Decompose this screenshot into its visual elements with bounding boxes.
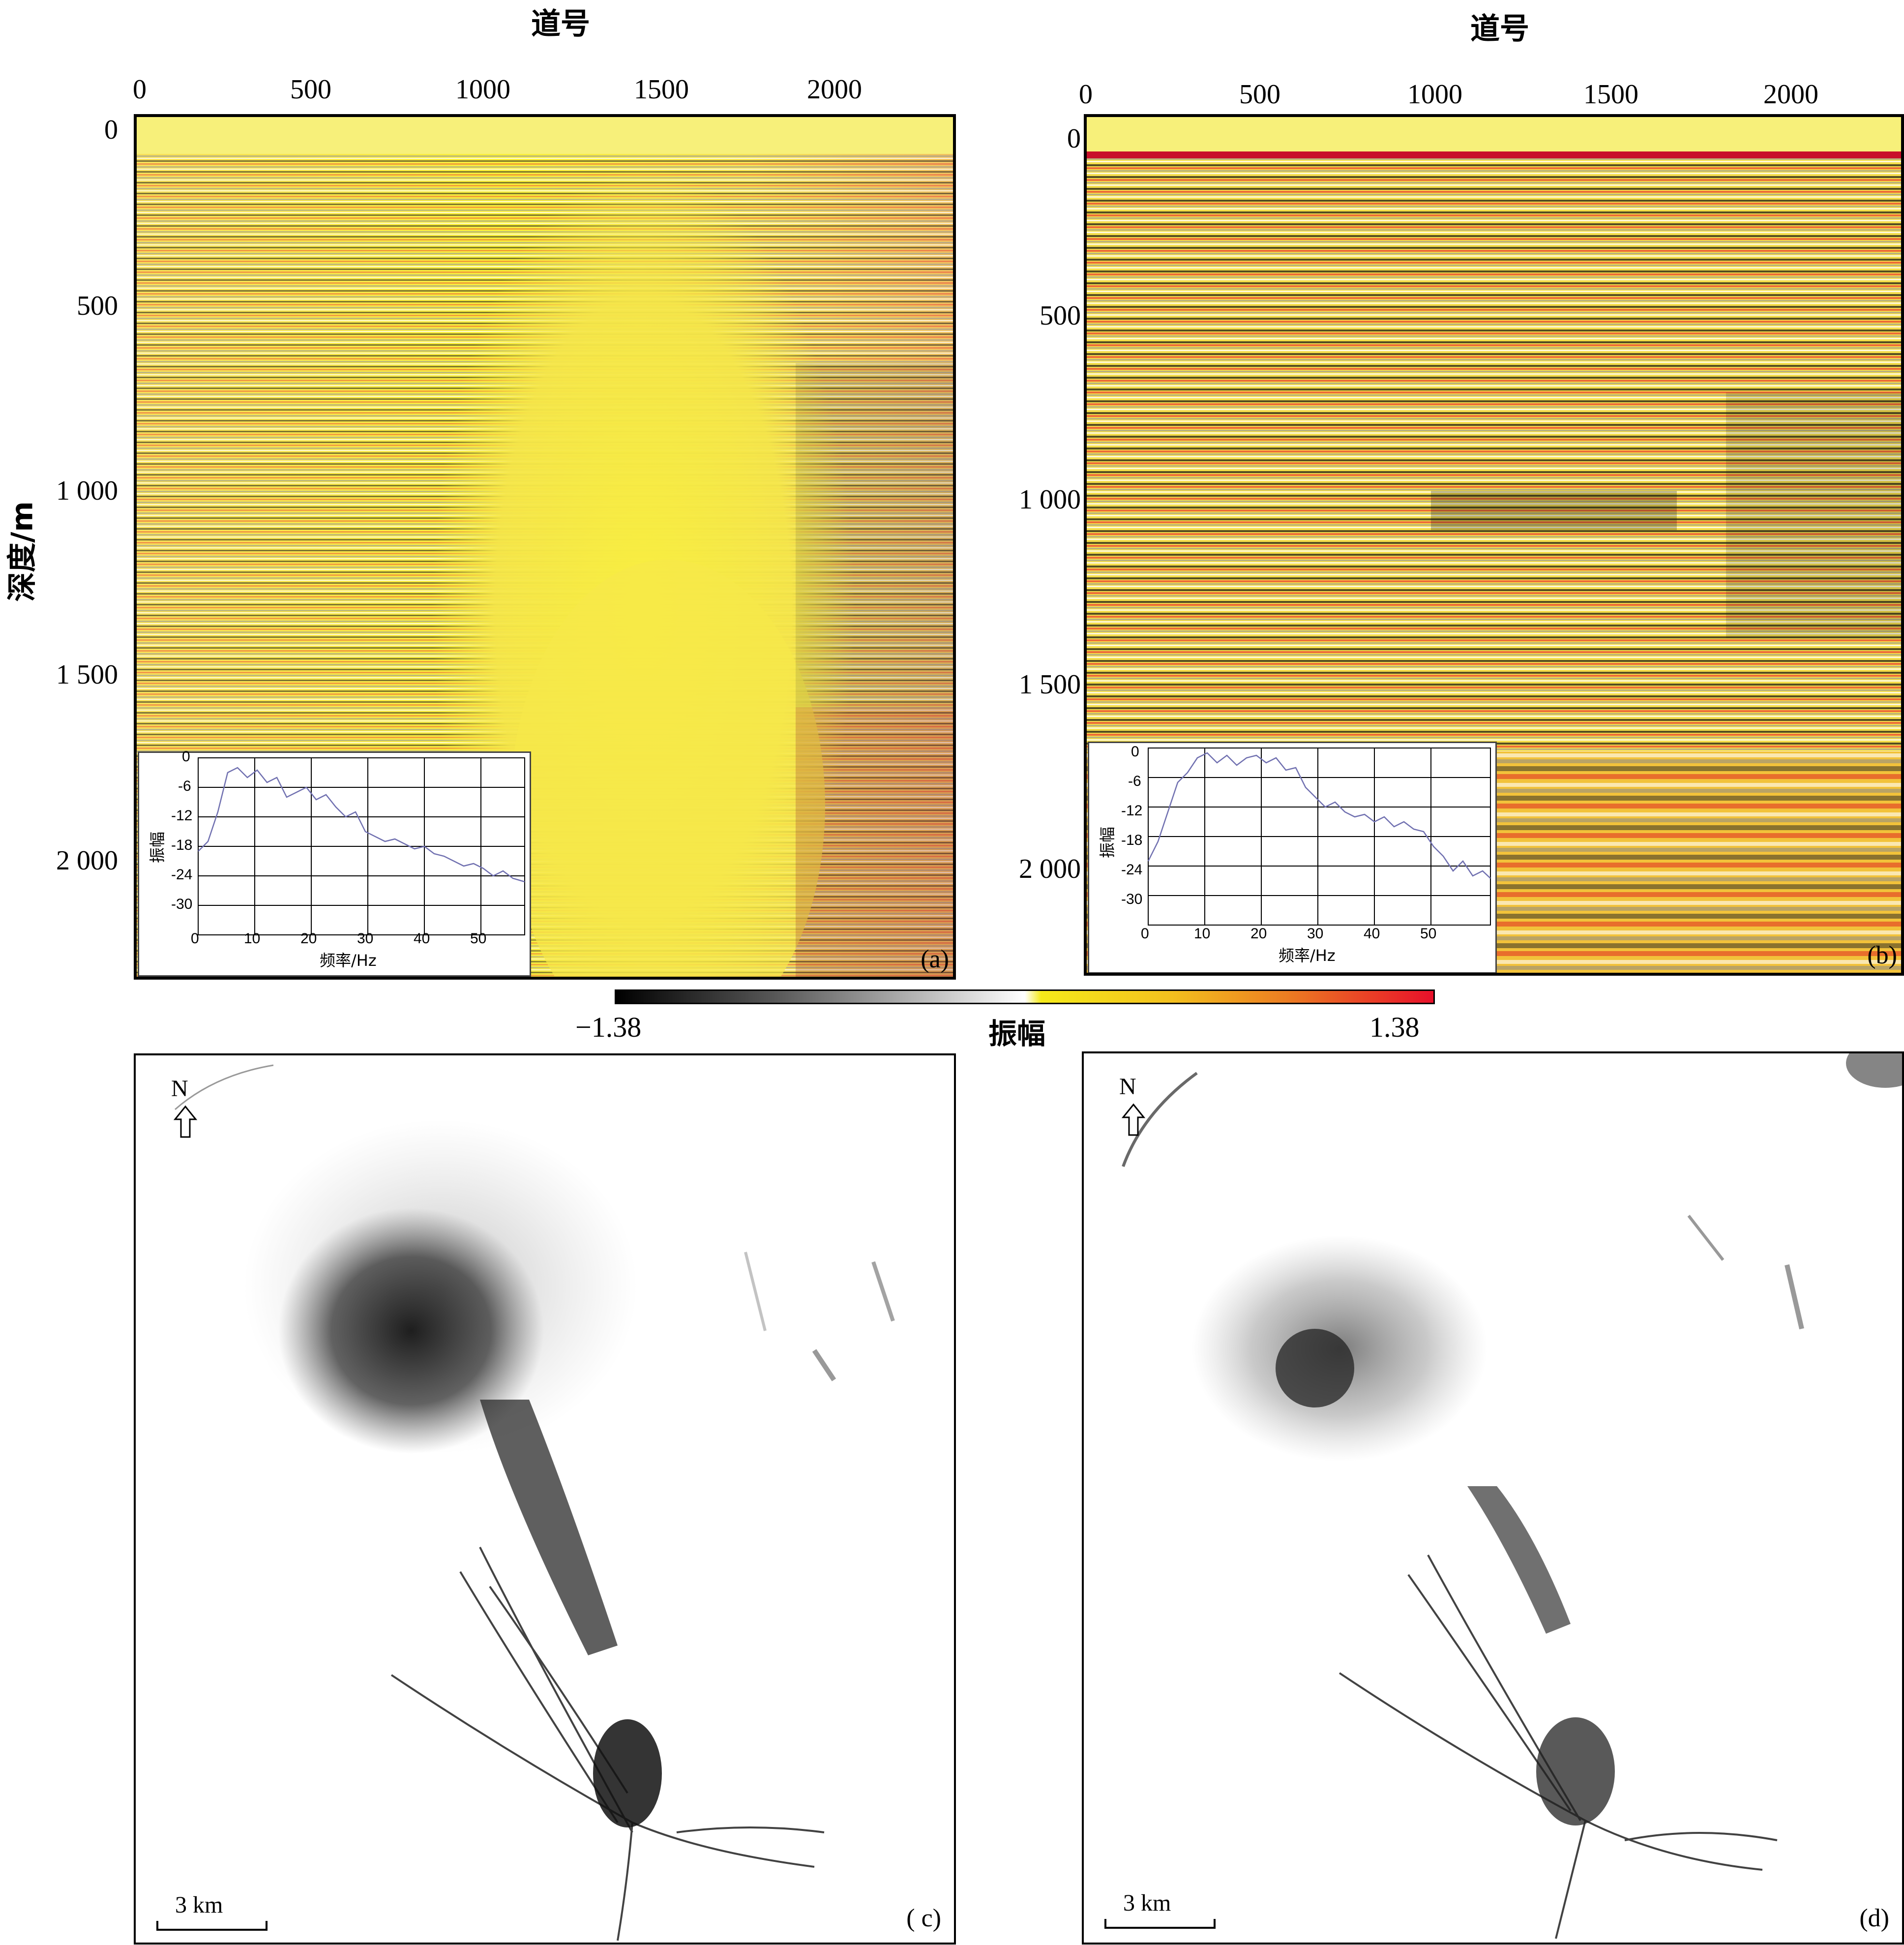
inset-b-ytick-2: -12 xyxy=(1121,803,1143,819)
y-tick-a-1000: 1 000 xyxy=(56,476,118,506)
inset-b-xtick-0: 0 xyxy=(1141,926,1149,942)
x-tick-a-2000: 2000 xyxy=(807,74,862,105)
y-tick-b-1500: 1 500 xyxy=(1019,669,1081,700)
x-axis-title-b: 道号 xyxy=(1470,12,1529,46)
inset-b-xtick-4: 40 xyxy=(1364,926,1380,942)
x-tick-b-500: 500 xyxy=(1239,79,1280,110)
spectrum-chart-b xyxy=(1147,748,1491,926)
attribute-map-image-c xyxy=(136,1055,954,1943)
spectrum-inset-a xyxy=(138,751,531,977)
attribute-map-c: N 3 km ( c) xyxy=(134,1053,956,1945)
inset-b-xtick-5: 50 xyxy=(1420,926,1437,942)
colorbar-min-label: −1.38 xyxy=(575,1011,642,1043)
inset-a-xtick-5: 50 xyxy=(470,930,487,947)
x-tick-b-0: 0 xyxy=(1079,79,1093,110)
inset-b-ylabel: 振幅 xyxy=(1098,826,1117,859)
inset-b-ytick-5: -30 xyxy=(1121,891,1143,907)
scale-bar-icon xyxy=(1104,1919,1216,1929)
y-tick-b-500: 500 xyxy=(1040,300,1081,331)
inset-a-xtick-4: 40 xyxy=(414,930,430,947)
inset-a-xtick-2: 20 xyxy=(300,930,317,947)
spectrum-chart-a xyxy=(198,757,525,935)
inset-b-ytick-3: -18 xyxy=(1121,832,1143,848)
x-tick-a-1500: 1500 xyxy=(634,74,689,105)
inset-a-ytick-2: -12 xyxy=(171,808,193,824)
panel-label-c: ( c) xyxy=(906,1904,941,1932)
x-tick-a-500: 500 xyxy=(290,74,331,105)
y-tick-a-0: 0 xyxy=(104,115,118,145)
north-arrow-icon xyxy=(173,1105,198,1138)
attribute-map-d: N 3 km (d) xyxy=(1082,1051,1904,1945)
north-label-d: N xyxy=(1119,1074,1136,1100)
inset-b-ytick-1: -6 xyxy=(1128,773,1141,789)
x-tick-b-1000: 1000 xyxy=(1407,79,1462,110)
y-axis-title: 深度/m xyxy=(5,501,40,602)
inset-a-ytick-0: 0 xyxy=(182,748,190,765)
inset-a-ytick-5: -30 xyxy=(171,896,193,912)
scale-label-c: 3 km xyxy=(175,1892,223,1918)
inset-b-xtick-1: 10 xyxy=(1194,926,1211,942)
colorbar-max-label: 1.38 xyxy=(1369,1011,1420,1043)
seismic-section-a: (a) xyxy=(134,114,956,980)
inset-a-ytick-3: -18 xyxy=(171,837,193,853)
north-label-c: N xyxy=(171,1076,188,1102)
inset-b-ytick-4: -24 xyxy=(1121,862,1143,878)
y-tick-b-2000: 2 000 xyxy=(1019,854,1081,884)
inset-a-ylabel: 振幅 xyxy=(148,831,167,864)
inset-a-xtick-1: 10 xyxy=(244,930,261,947)
amplitude-colorbar xyxy=(615,989,1435,1004)
inset-a-xtick-3: 30 xyxy=(357,930,374,947)
scale-bar-icon xyxy=(156,1921,268,1931)
inset-a-ytick-4: -24 xyxy=(171,867,193,883)
inset-a-xlabel: 频率/Hz xyxy=(320,951,377,970)
colorbar-title: 振幅 xyxy=(988,1017,1046,1050)
x-axis-title-a: 道号 xyxy=(531,7,590,41)
panel-label-d: (d) xyxy=(1859,1904,1889,1932)
inset-a-ytick-1: -6 xyxy=(178,778,191,794)
inset-b-ytick-0: 0 xyxy=(1131,744,1139,760)
y-tick-b-0: 0 xyxy=(1067,123,1081,154)
inset-b-xtick-3: 30 xyxy=(1307,926,1324,942)
attribute-map-image-d xyxy=(1084,1053,1902,1943)
x-tick-a-0: 0 xyxy=(133,74,147,105)
y-tick-a-2000: 2 000 xyxy=(56,845,118,876)
spectrum-inset-b xyxy=(1088,742,1497,973)
panel-label-b: (b) xyxy=(1867,941,1897,969)
seismic-image-a xyxy=(137,117,953,977)
inset-a-xtick-0: 0 xyxy=(191,930,199,947)
x-tick-b-1500: 1500 xyxy=(1583,79,1638,110)
inset-b-xtick-2: 20 xyxy=(1250,926,1267,942)
x-tick-b-2000: 2000 xyxy=(1763,79,1818,110)
y-tick-a-500: 500 xyxy=(77,291,118,321)
y-tick-a-1500: 1 500 xyxy=(56,659,118,690)
y-tick-b-1000: 1 000 xyxy=(1019,484,1081,515)
x-tick-a-1000: 1000 xyxy=(455,74,510,105)
scale-label-d: 3 km xyxy=(1123,1890,1171,1916)
panel-label-a: (a) xyxy=(921,945,949,973)
inset-b-xlabel: 频率/Hz xyxy=(1279,946,1336,965)
north-arrow-icon xyxy=(1121,1103,1146,1136)
seismic-section-b: (b) xyxy=(1084,114,1904,976)
